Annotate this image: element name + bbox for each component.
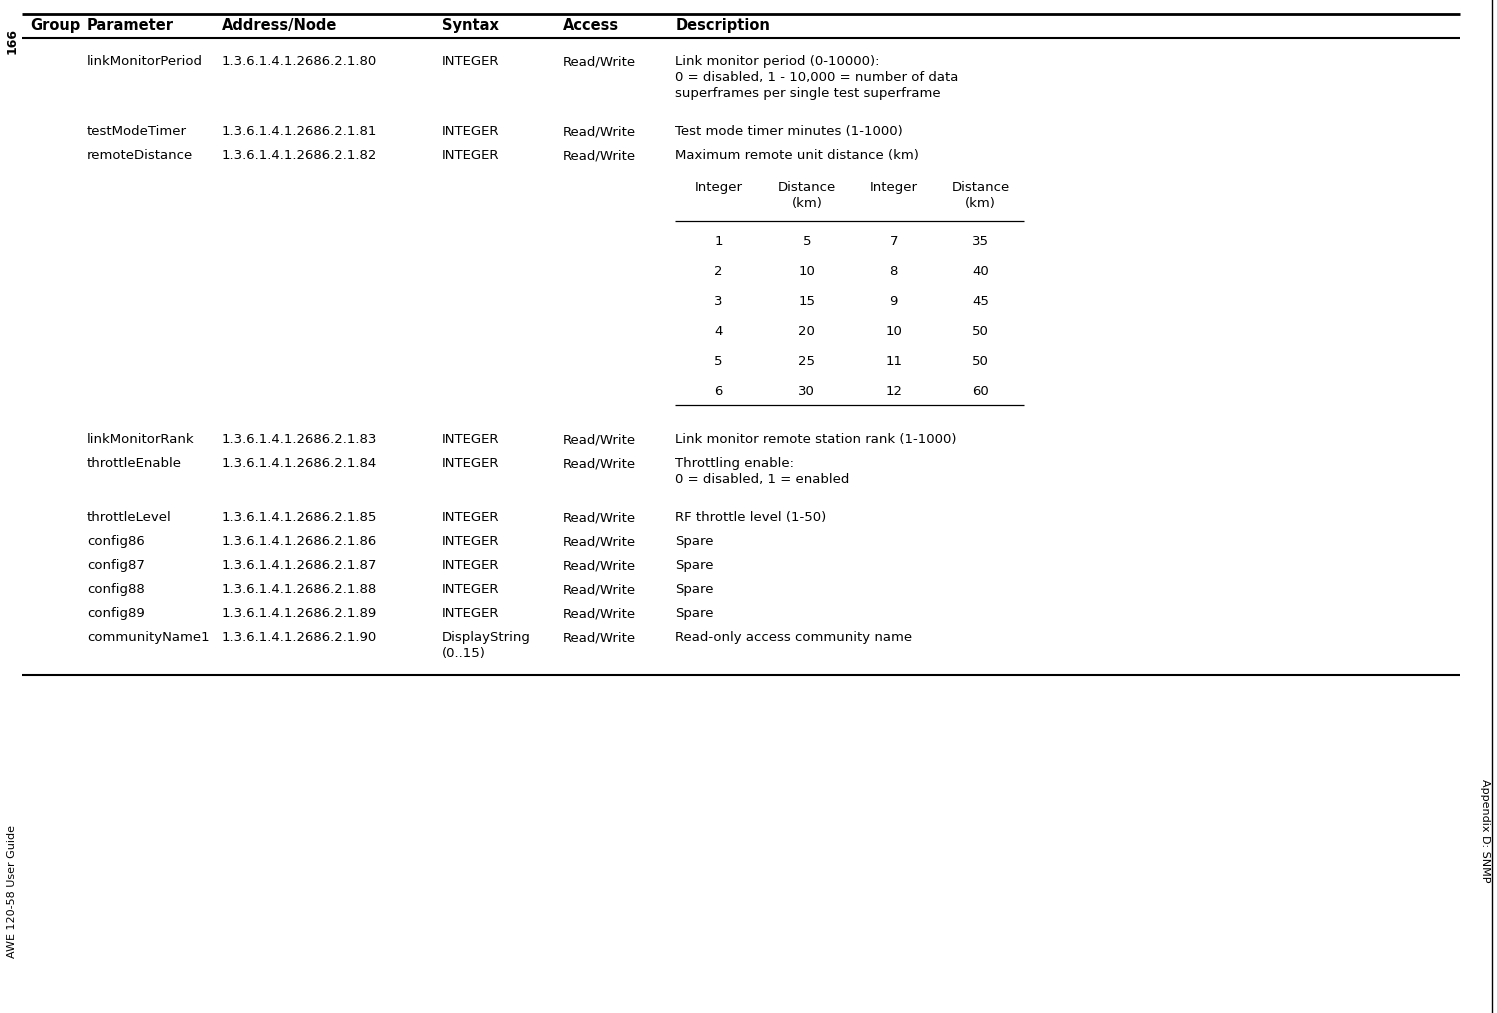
Text: Read/Write: Read/Write	[563, 55, 636, 68]
Text: INTEGER: INTEGER	[442, 535, 499, 548]
Text: 1.3.6.1.4.1.2686.2.1.86: 1.3.6.1.4.1.2686.2.1.86	[222, 535, 377, 548]
Text: RF throttle level (1-50): RF throttle level (1-50)	[675, 511, 826, 524]
Text: INTEGER: INTEGER	[442, 607, 499, 620]
Text: Distance: Distance	[778, 181, 835, 194]
Text: Spare: Spare	[675, 583, 714, 596]
Text: Read/Write: Read/Write	[563, 535, 636, 548]
Text: Spare: Spare	[675, 607, 714, 620]
Text: 40: 40	[972, 265, 990, 278]
Text: Test mode timer minutes (1-1000): Test mode timer minutes (1-1000)	[675, 125, 903, 138]
Text: 1.3.6.1.4.1.2686.2.1.83: 1.3.6.1.4.1.2686.2.1.83	[222, 433, 377, 446]
Text: Address/Node: Address/Node	[222, 18, 337, 33]
Text: Access: Access	[563, 18, 618, 33]
Text: 1.3.6.1.4.1.2686.2.1.85: 1.3.6.1.4.1.2686.2.1.85	[222, 511, 377, 524]
Text: 1.3.6.1.4.1.2686.2.1.82: 1.3.6.1.4.1.2686.2.1.82	[222, 149, 377, 162]
Text: INTEGER: INTEGER	[442, 149, 499, 162]
Text: 2: 2	[714, 265, 723, 278]
Text: INTEGER: INTEGER	[442, 55, 499, 68]
Text: 1.3.6.1.4.1.2686.2.1.81: 1.3.6.1.4.1.2686.2.1.81	[222, 125, 377, 138]
Text: DisplayString: DisplayString	[442, 631, 530, 644]
Text: Read/Write: Read/Write	[563, 149, 636, 162]
Text: superframes per single test superframe: superframes per single test superframe	[675, 87, 940, 100]
Text: Read/Write: Read/Write	[563, 607, 636, 620]
Text: INTEGER: INTEGER	[442, 433, 499, 446]
Text: 60: 60	[972, 385, 990, 398]
Text: 0 = disabled, 1 = enabled: 0 = disabled, 1 = enabled	[675, 473, 849, 486]
Text: 10: 10	[798, 265, 816, 278]
Text: 30: 30	[798, 385, 816, 398]
Text: Syntax: Syntax	[442, 18, 499, 33]
Text: 0 = disabled, 1 - 10,000 = number of data: 0 = disabled, 1 - 10,000 = number of dat…	[675, 71, 958, 84]
Text: Group: Group	[30, 18, 81, 33]
Text: 15: 15	[798, 295, 816, 308]
Text: 12: 12	[885, 385, 903, 398]
Text: 1.3.6.1.4.1.2686.2.1.88: 1.3.6.1.4.1.2686.2.1.88	[222, 583, 377, 596]
Text: 45: 45	[972, 295, 990, 308]
Text: Read-only access community name: Read-only access community name	[675, 631, 912, 644]
Text: 1.3.6.1.4.1.2686.2.1.90: 1.3.6.1.4.1.2686.2.1.90	[222, 631, 377, 644]
Text: 1: 1	[714, 235, 723, 248]
Text: Read/Write: Read/Write	[563, 511, 636, 524]
Text: 1.3.6.1.4.1.2686.2.1.87: 1.3.6.1.4.1.2686.2.1.87	[222, 559, 377, 572]
Text: (0..15): (0..15)	[442, 647, 485, 660]
Text: 7: 7	[889, 235, 898, 248]
Text: 20: 20	[798, 325, 816, 338]
Text: Link monitor remote station rank (1-1000): Link monitor remote station rank (1-1000…	[675, 433, 957, 446]
Text: Read/Write: Read/Write	[563, 559, 636, 572]
Text: INTEGER: INTEGER	[442, 511, 499, 524]
Text: throttleLevel: throttleLevel	[87, 511, 172, 524]
Text: 11: 11	[885, 355, 903, 368]
Text: (km): (km)	[966, 197, 996, 210]
Text: 1.3.6.1.4.1.2686.2.1.80: 1.3.6.1.4.1.2686.2.1.80	[222, 55, 377, 68]
Text: 4: 4	[714, 325, 723, 338]
Text: Read/Write: Read/Write	[563, 583, 636, 596]
Text: linkMonitorRank: linkMonitorRank	[87, 433, 195, 446]
Text: 5: 5	[802, 235, 811, 248]
Text: throttleEnable: throttleEnable	[87, 457, 181, 470]
Text: testModeTimer: testModeTimer	[87, 125, 187, 138]
Text: Description: Description	[675, 18, 769, 33]
Text: INTEGER: INTEGER	[442, 559, 499, 572]
Text: Read/Write: Read/Write	[563, 631, 636, 644]
Text: Spare: Spare	[675, 535, 714, 548]
Text: 1.3.6.1.4.1.2686.2.1.84: 1.3.6.1.4.1.2686.2.1.84	[222, 457, 377, 470]
Text: 10: 10	[885, 325, 903, 338]
Text: 6: 6	[714, 385, 723, 398]
Text: INTEGER: INTEGER	[442, 583, 499, 596]
Text: Link monitor period (0-10000):: Link monitor period (0-10000):	[675, 55, 880, 68]
Text: Maximum remote unit distance (km): Maximum remote unit distance (km)	[675, 149, 919, 162]
Text: remoteDistance: remoteDistance	[87, 149, 193, 162]
Text: 35: 35	[972, 235, 990, 248]
Text: Appendix D: SNMP: Appendix D: SNMP	[1481, 779, 1490, 882]
Text: 166: 166	[6, 27, 18, 54]
Text: Parameter: Parameter	[87, 18, 174, 33]
Text: (km): (km)	[792, 197, 822, 210]
Text: Integer: Integer	[695, 181, 743, 194]
Text: linkMonitorPeriod: linkMonitorPeriod	[87, 55, 202, 68]
Text: 1.3.6.1.4.1.2686.2.1.89: 1.3.6.1.4.1.2686.2.1.89	[222, 607, 377, 620]
Text: 50: 50	[972, 355, 990, 368]
Text: INTEGER: INTEGER	[442, 125, 499, 138]
Text: config87: config87	[87, 559, 145, 572]
Text: Spare: Spare	[675, 559, 714, 572]
Text: 9: 9	[889, 295, 898, 308]
Text: INTEGER: INTEGER	[442, 457, 499, 470]
Text: 50: 50	[972, 325, 990, 338]
Text: config88: config88	[87, 583, 145, 596]
Text: Distance: Distance	[952, 181, 1009, 194]
Text: Throttling enable:: Throttling enable:	[675, 457, 793, 470]
Text: Read/Write: Read/Write	[563, 457, 636, 470]
Text: AWE 120-58 User Guide: AWE 120-58 User Guide	[7, 825, 16, 958]
Text: Read/Write: Read/Write	[563, 433, 636, 446]
Text: 5: 5	[714, 355, 723, 368]
Text: 3: 3	[714, 295, 723, 308]
Text: 8: 8	[889, 265, 898, 278]
Text: communityName1: communityName1	[87, 631, 210, 644]
Text: config89: config89	[87, 607, 145, 620]
Text: Integer: Integer	[870, 181, 918, 194]
Text: Read/Write: Read/Write	[563, 125, 636, 138]
Text: 25: 25	[798, 355, 816, 368]
Text: config86: config86	[87, 535, 145, 548]
